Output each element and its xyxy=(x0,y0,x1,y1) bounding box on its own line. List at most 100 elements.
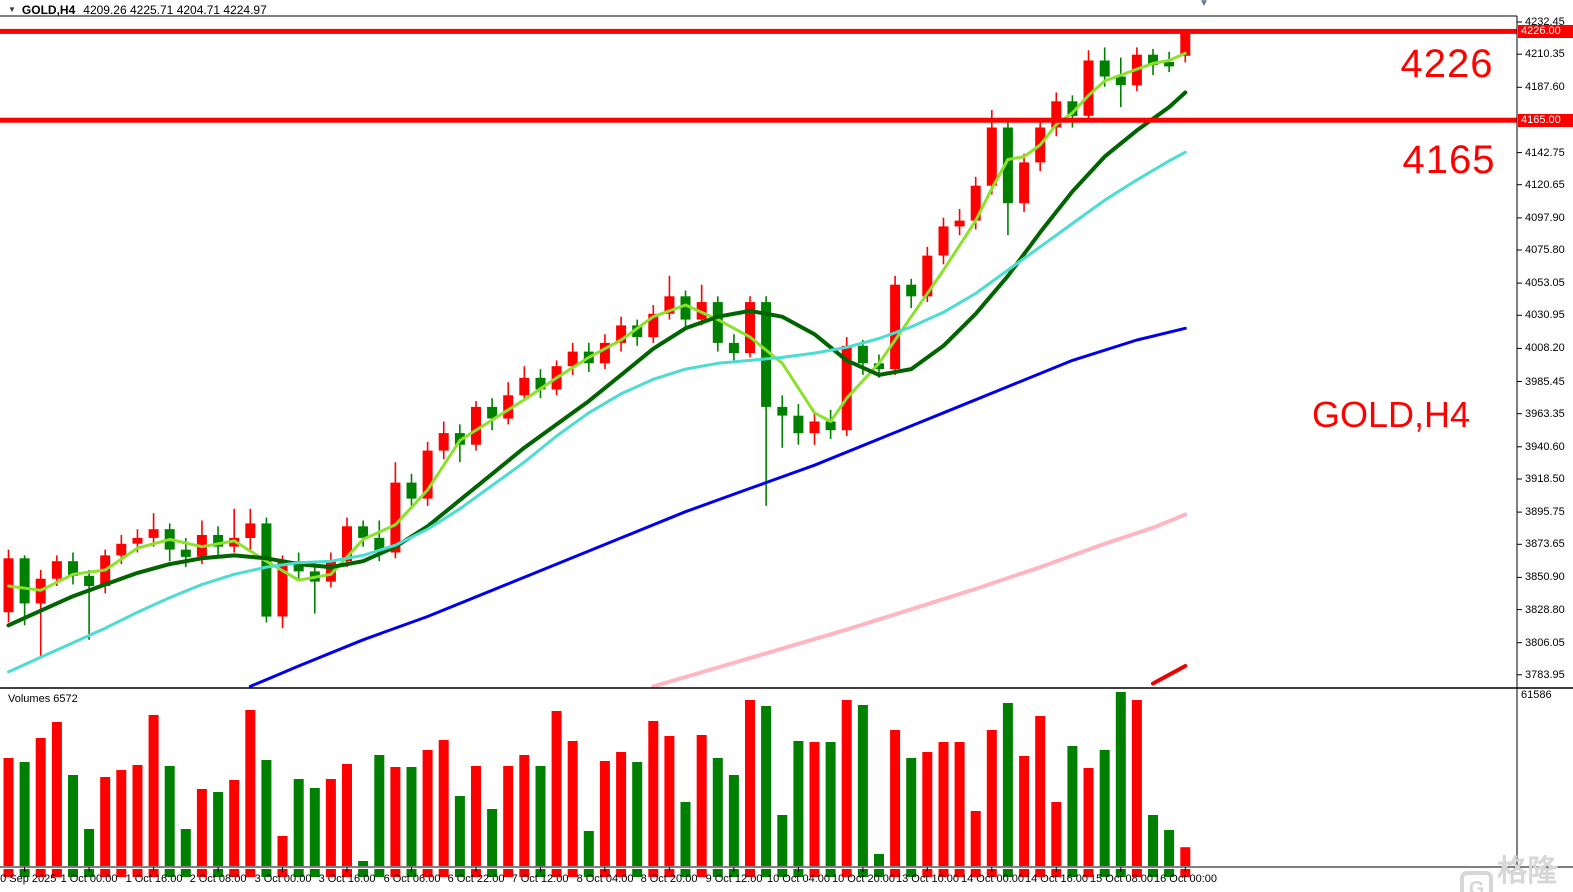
volume-bar xyxy=(100,777,111,866)
candle-body xyxy=(180,549,191,557)
bar-direction-marker xyxy=(293,869,304,877)
bar-direction-marker xyxy=(986,869,997,877)
candle-body xyxy=(535,377,546,390)
price-axis-label: 4097.90 xyxy=(1525,212,1565,224)
bar-direction-marker xyxy=(68,869,78,877)
volume-bar xyxy=(841,700,852,866)
volume-bar xyxy=(599,761,610,866)
bar-direction-marker xyxy=(599,869,610,877)
time-axis-label: 2 Oct 08:00 xyxy=(189,873,247,885)
time-axis-label: 8 Oct 20:00 xyxy=(640,873,698,885)
volume-bar xyxy=(1180,847,1191,866)
candle-body xyxy=(890,284,901,370)
volume-bar xyxy=(551,711,562,866)
candle-body xyxy=(616,325,627,343)
candle-body xyxy=(761,302,772,407)
candle-body xyxy=(245,523,256,538)
volume-bar xyxy=(277,836,288,866)
candle-body xyxy=(906,284,917,297)
bar-direction-marker xyxy=(213,869,224,877)
time-axis-label: 15 Oct 08:00 xyxy=(1090,873,1153,885)
volume-bar xyxy=(471,766,481,866)
volume-bar xyxy=(309,788,320,866)
bar-direction-marker xyxy=(196,869,207,877)
time-axis-label: 10 Oct 20:00 xyxy=(832,873,895,885)
volume-bar xyxy=(664,736,675,866)
candle-body xyxy=(1067,101,1078,116)
time-axis-label: 8 Oct 04:00 xyxy=(576,873,634,885)
candle-body xyxy=(777,406,788,416)
symbol-dropdown-icon[interactable]: ▼ xyxy=(8,5,16,14)
volume-bar xyxy=(954,742,965,866)
price-axis-label: 4232.45 xyxy=(1525,16,1565,28)
candle-body xyxy=(325,561,336,582)
candle-body xyxy=(680,296,691,320)
bar-direction-marker xyxy=(325,869,336,877)
bar-direction-marker xyxy=(1180,869,1191,877)
bar-direction-marker xyxy=(277,869,288,877)
volume-bar xyxy=(857,705,868,866)
bar-direction-marker xyxy=(728,869,739,877)
volume-bar xyxy=(745,700,755,866)
price-axis-label: 3895.75 xyxy=(1525,506,1565,518)
volume-bar xyxy=(728,775,739,866)
time-axis-label: 3 Oct 00:00 xyxy=(254,873,312,885)
candle-body xyxy=(358,526,369,538)
candle-body xyxy=(938,226,949,256)
volume-bar xyxy=(213,792,224,866)
bar-direction-marker xyxy=(1051,869,1062,877)
volume-bar xyxy=(164,766,175,866)
bar-direction-marker xyxy=(906,869,917,877)
volume-bar xyxy=(1131,700,1142,866)
symbol-timeframe-label: GOLD,H4 xyxy=(21,3,76,17)
bar-direction-marker xyxy=(777,869,788,877)
candle-body xyxy=(793,415,804,434)
time-axis-label: 1 Oct 16:00 xyxy=(125,873,183,885)
volume-bar xyxy=(1148,815,1158,866)
volume-bar xyxy=(906,758,917,866)
bar-direction-marker xyxy=(648,869,659,877)
time-axis-label: 9 Oct 12:00 xyxy=(705,873,763,885)
volume-bar xyxy=(1083,768,1094,866)
candle-body xyxy=(519,377,530,396)
price-axis-label: 3963.35 xyxy=(1525,408,1565,420)
ma-long-blue xyxy=(248,326,1187,688)
bar-direction-marker xyxy=(583,869,594,877)
volume-bar xyxy=(632,762,643,866)
candle-body xyxy=(261,523,272,617)
candle-body xyxy=(745,302,755,353)
candle-body xyxy=(1083,60,1094,116)
volume-bar xyxy=(422,750,433,866)
volume-bar xyxy=(696,735,707,866)
resistance-line[interactable] xyxy=(0,117,1517,123)
volume-bar xyxy=(51,722,62,866)
candle-body xyxy=(986,127,997,186)
bar-direction-marker xyxy=(438,869,449,877)
volume-bar xyxy=(793,741,804,866)
volume-bar xyxy=(19,762,30,866)
volume-bar xyxy=(825,742,836,866)
candle-body xyxy=(1051,101,1062,128)
time-axis-label: 6 Oct 22:00 xyxy=(447,873,505,885)
bar-direction-marker xyxy=(374,869,385,877)
time-axis-label: 7 Oct 12:00 xyxy=(511,873,569,885)
scroll-marker-icon[interactable]: ▼ xyxy=(1199,0,1209,9)
ma-fast-lightgreen xyxy=(7,51,1187,592)
volume-bar xyxy=(406,767,417,866)
resistance-line[interactable] xyxy=(0,28,1517,34)
volume-bar xyxy=(84,829,95,866)
volume-bar xyxy=(922,752,933,866)
bar-direction-marker xyxy=(1164,869,1175,877)
bar-direction-marker xyxy=(793,869,804,877)
bar-direction-marker xyxy=(970,869,981,877)
candle-body xyxy=(471,406,481,445)
brand-watermark: G 格隆汇 xyxy=(1460,846,1573,892)
price-axis-label: 4142.75 xyxy=(1525,147,1565,159)
price-axis-label: 4008.20 xyxy=(1525,342,1565,354)
candle-body xyxy=(293,561,304,572)
bar-direction-marker xyxy=(680,869,691,877)
brand-watermark-text: 格隆汇 xyxy=(1497,855,1558,888)
candle-body xyxy=(148,529,159,538)
